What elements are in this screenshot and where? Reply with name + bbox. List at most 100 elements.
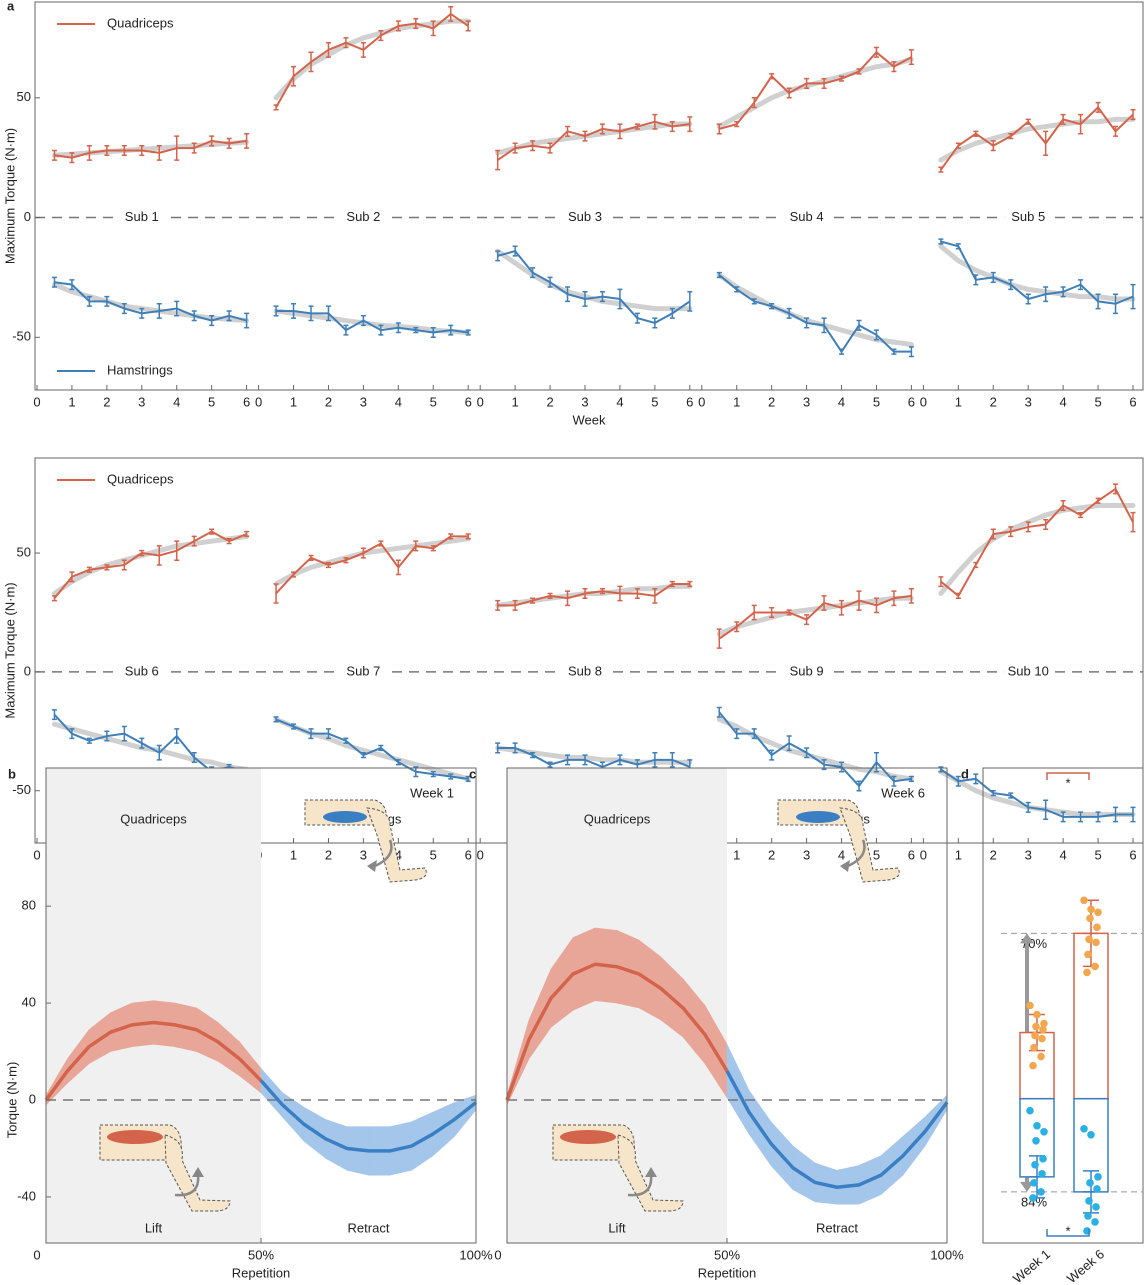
x-tick-label: 1 bbox=[733, 847, 740, 862]
error-bar bbox=[156, 144, 162, 161]
fit-curve bbox=[495, 121, 693, 156]
error-bar bbox=[139, 549, 145, 557]
x-tick-label: 3 bbox=[360, 847, 367, 862]
x-tick-label: 0 bbox=[920, 847, 927, 862]
data-point bbox=[1093, 1185, 1101, 1193]
error-bar bbox=[1095, 497, 1101, 504]
phase-label: Lift bbox=[608, 1220, 626, 1235]
x-tick-label: 5 bbox=[873, 394, 880, 409]
data-point bbox=[1026, 1106, 1034, 1115]
error-bar bbox=[990, 140, 996, 152]
error-bar bbox=[617, 288, 623, 310]
x-tick-label: 3 bbox=[581, 394, 588, 409]
error-bar bbox=[121, 303, 127, 315]
error-bar bbox=[617, 754, 623, 766]
error-bar bbox=[273, 104, 279, 111]
sd-whisker bbox=[1083, 1170, 1099, 1214]
data-line bbox=[275, 535, 469, 595]
error-bar bbox=[86, 566, 92, 573]
x-tick-label: 0 bbox=[255, 394, 262, 409]
data-point bbox=[1032, 1022, 1040, 1031]
x-tick-label: 6 bbox=[908, 394, 915, 409]
label-bg bbox=[782, 663, 831, 680]
panel-label: a bbox=[7, 0, 15, 13]
x-tick-label: 6 bbox=[908, 847, 915, 862]
error-bar bbox=[617, 585, 623, 602]
error-bar bbox=[1113, 125, 1119, 137]
error-bar bbox=[308, 51, 314, 73]
x-tick-label: 6 bbox=[465, 847, 472, 862]
error-bar bbox=[1025, 118, 1031, 125]
error-bar bbox=[716, 628, 722, 649]
fit-curve bbox=[716, 272, 914, 347]
subplot-label: Sub 1 bbox=[125, 209, 159, 224]
error-bar bbox=[1113, 806, 1119, 823]
data-point bbox=[1029, 1061, 1037, 1070]
label-bg bbox=[1004, 209, 1053, 226]
data-line bbox=[54, 281, 247, 322]
mean-line bbox=[725, 1070, 949, 1190]
fit-curve bbox=[716, 595, 914, 637]
x-tick-label: 4 bbox=[1060, 394, 1067, 409]
error-bar bbox=[325, 728, 331, 740]
x-tick-label: 4 bbox=[395, 394, 402, 409]
data-point bbox=[1030, 1179, 1038, 1187]
error-bar bbox=[599, 587, 605, 595]
data-point bbox=[1080, 1124, 1088, 1133]
error-bar bbox=[378, 540, 384, 547]
error-bar bbox=[856, 68, 862, 75]
error-bar bbox=[244, 530, 250, 538]
error-bar bbox=[291, 571, 297, 578]
error-bar bbox=[565, 125, 571, 137]
x-tick-label: 3 bbox=[803, 847, 810, 862]
error-bar bbox=[226, 538, 232, 545]
fit-curve bbox=[716, 56, 914, 130]
error-bar bbox=[174, 728, 180, 744]
error-bar bbox=[565, 286, 571, 303]
frame bbox=[982, 767, 1144, 1244]
x-tick-label: 3 bbox=[1025, 394, 1032, 409]
x-tick-label: 0 bbox=[477, 847, 484, 862]
subplot-label: Sub 3 bbox=[568, 209, 602, 224]
x-tick-label: 1 bbox=[512, 394, 519, 409]
x-tick-label: 2 bbox=[990, 394, 997, 409]
error-bar bbox=[716, 706, 722, 718]
legend-label: Hamstrings bbox=[107, 362, 173, 377]
x-tick-label: 0 bbox=[33, 394, 40, 409]
error-bar bbox=[378, 324, 384, 336]
x-tick-label: 5 bbox=[1094, 394, 1101, 409]
error-bar bbox=[448, 773, 454, 780]
data-line bbox=[718, 711, 912, 788]
error-bar bbox=[139, 144, 145, 157]
error-bar bbox=[343, 557, 349, 564]
error-bar bbox=[1025, 801, 1031, 813]
error-bar bbox=[191, 310, 197, 322]
x-tick-label: 6 bbox=[465, 394, 472, 409]
mean-line bbox=[44, 1020, 263, 1102]
data-point bbox=[1031, 1161, 1039, 1169]
error-bar bbox=[156, 744, 162, 761]
error-bar bbox=[1043, 286, 1049, 303]
error-bar bbox=[786, 609, 792, 616]
label-bg bbox=[561, 209, 609, 226]
error-bar bbox=[360, 751, 366, 759]
data-point bbox=[1091, 962, 1099, 971]
error-bar bbox=[751, 97, 757, 109]
x-tick-label: 4 bbox=[616, 394, 623, 409]
error-bar bbox=[547, 592, 553, 599]
error-bar bbox=[1043, 799, 1049, 820]
x-axis-label: Repetition bbox=[698, 1265, 757, 1280]
error-bar bbox=[86, 144, 92, 161]
data-point bbox=[1085, 1197, 1093, 1205]
label-bg bbox=[117, 209, 166, 226]
error-bar bbox=[86, 295, 92, 307]
error-bar bbox=[786, 307, 792, 319]
data-point bbox=[1084, 1212, 1092, 1220]
error-bar bbox=[716, 271, 722, 279]
x-tick-label: 0 bbox=[920, 394, 927, 409]
error-bar bbox=[156, 303, 162, 319]
sd-band bbox=[432, 1101, 455, 1157]
significance-bracket bbox=[1046, 772, 1090, 780]
data-point bbox=[1037, 1188, 1045, 1196]
